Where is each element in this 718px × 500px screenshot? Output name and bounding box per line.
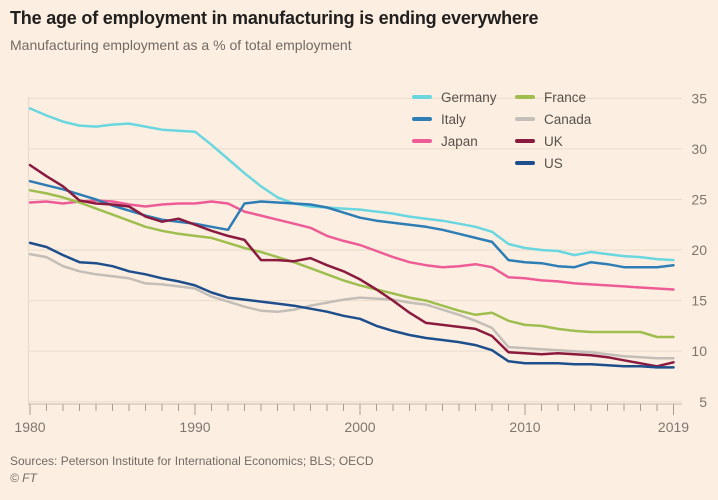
chart-subtitle: Manufacturing employment as a % of total… [10,37,352,53]
y-axis-labels: 5 10 15 20 25 30 35 [691,90,707,409]
legend-swatch-canada [515,117,535,121]
legend-swatch-uk [515,139,535,143]
legend-swatch-germany [412,95,432,99]
y-tick-label-15: 15 [691,293,707,309]
legend-item-uk: UK [515,130,591,152]
legend-label-france: France [544,89,587,105]
legend-label-japan: Japan [441,133,478,149]
sources-note: Sources: Peterson Institute for Internat… [10,454,374,468]
series-line-germany [28,107,675,262]
legend-item-germany: Germany [412,86,515,108]
chart-legend: Germany Italy Japan France Canada UK US [412,86,591,174]
legend-item-france: France [515,86,591,108]
y-tick-label-25: 25 [691,191,707,207]
series-line-japan [28,199,675,291]
series-lines [28,107,675,369]
legend-label-canada: Canada [544,111,592,127]
x-tick-label-2010: 2010 [509,419,540,435]
legend-column-1: Germany Italy Japan [412,86,515,174]
legend-label-uk: UK [544,133,563,149]
legend-item-japan: Japan [412,130,515,152]
x-tick-label-1990: 1990 [179,419,210,435]
legend-label-germany: Germany [441,89,497,105]
legend-item-canada: Canada [515,108,591,130]
series-line-italy [28,179,675,269]
y-tick-label-35: 35 [691,90,707,106]
series-line-france [28,189,675,339]
y-tick-label-20: 20 [691,242,707,258]
legend-swatch-italy [412,117,432,121]
legend-label-italy: Italy [441,111,466,127]
x-axis-ticks [29,404,674,415]
x-tick-label-2019: 2019 [658,419,689,435]
y-tick-label-30: 30 [691,141,707,157]
series-line-canada [28,252,675,360]
series-line-us [28,241,675,369]
x-axis-labels: 1980 1990 2000 2010 2019 [14,419,689,435]
x-tick-label-1980: 1980 [14,419,45,435]
series-line-uk [28,163,675,368]
legend-item-italy: Italy [412,108,515,130]
chart-title: The age of employment in manufacturing i… [10,8,539,28]
y-tick-label-10: 10 [691,343,707,359]
legend-column-2: France Canada UK US [515,86,591,174]
legend-label-us: US [544,155,563,171]
legend-item-us: US [515,152,591,174]
legend-swatch-japan [412,139,432,143]
legend-swatch-us [515,161,535,165]
x-tick-label-2000: 2000 [344,419,375,435]
y-tick-label-5: 5 [699,394,707,410]
legend-swatch-france [515,95,535,99]
ft-copyright: © FT [10,471,37,485]
